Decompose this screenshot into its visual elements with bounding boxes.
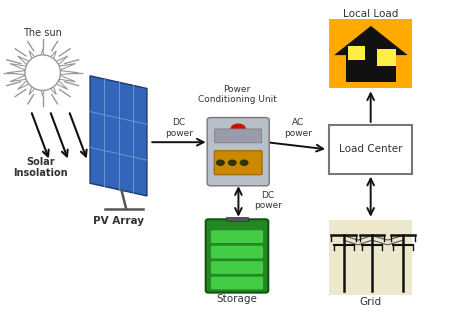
Polygon shape [90,76,147,196]
Text: Power
Conditioning Unit: Power Conditioning Unit [198,85,276,105]
Ellipse shape [25,55,61,90]
Bar [377,49,396,66]
FancyBboxPatch shape [211,246,263,258]
Text: Load Center: Load Center [339,144,402,155]
Bar [329,220,412,295]
Text: Solar
Insolation: Solar Insolation [13,157,68,178]
Text: The sun: The sun [23,28,62,38]
FancyBboxPatch shape [215,129,262,143]
FancyBboxPatch shape [211,230,263,243]
FancyBboxPatch shape [211,261,263,274]
FancyBboxPatch shape [214,151,262,175]
Bar [348,46,365,60]
Circle shape [228,160,236,165]
FancyBboxPatch shape [207,118,269,186]
Text: PV Array: PV Array [93,216,144,226]
Polygon shape [334,26,408,55]
Bar [329,19,412,88]
Bar [346,47,396,82]
Text: DC
power: DC power [254,191,282,210]
Circle shape [231,124,246,134]
Text: Grid: Grid [360,297,382,307]
Text: Local Load: Local Load [343,9,398,19]
FancyBboxPatch shape [211,276,263,289]
Bar [329,125,412,174]
Polygon shape [7,49,78,96]
Text: Storage: Storage [217,294,257,304]
FancyBboxPatch shape [206,219,268,293]
Text: DC
power: DC power [165,118,193,138]
Circle shape [217,160,224,165]
Text: AC
power: AC power [283,118,312,138]
Circle shape [240,160,248,165]
Bar [226,217,248,221]
